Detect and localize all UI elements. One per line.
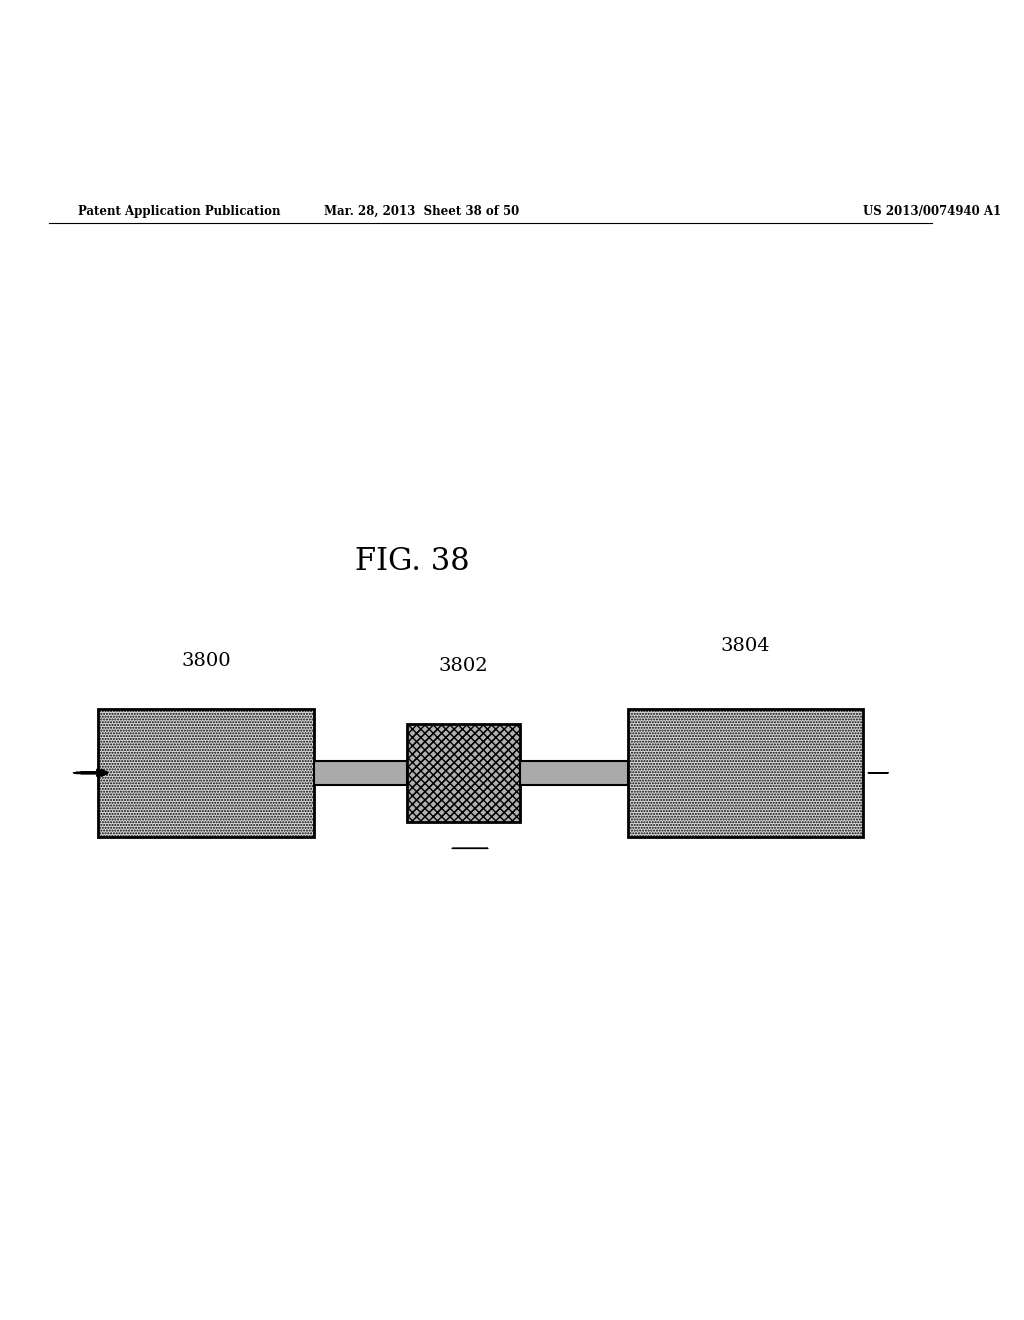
Text: Patent Application Publication: Patent Application Publication — [79, 205, 281, 218]
Text: Mar. 28, 2013  Sheet 38 of 50: Mar. 28, 2013 Sheet 38 of 50 — [325, 205, 519, 218]
Text: FIG. 38: FIG. 38 — [354, 546, 469, 577]
Text: 3802: 3802 — [438, 657, 488, 675]
Bar — [408, 723, 520, 822]
Text: 3804: 3804 — [721, 638, 770, 655]
Bar — [412, 729, 515, 817]
Text: US 2013/0074940 A1: US 2013/0074940 A1 — [863, 205, 1001, 218]
Text: 3800: 3800 — [181, 652, 230, 669]
Bar — [628, 709, 863, 837]
Bar — [98, 709, 314, 837]
Bar — [314, 760, 408, 785]
Bar — [520, 760, 628, 785]
